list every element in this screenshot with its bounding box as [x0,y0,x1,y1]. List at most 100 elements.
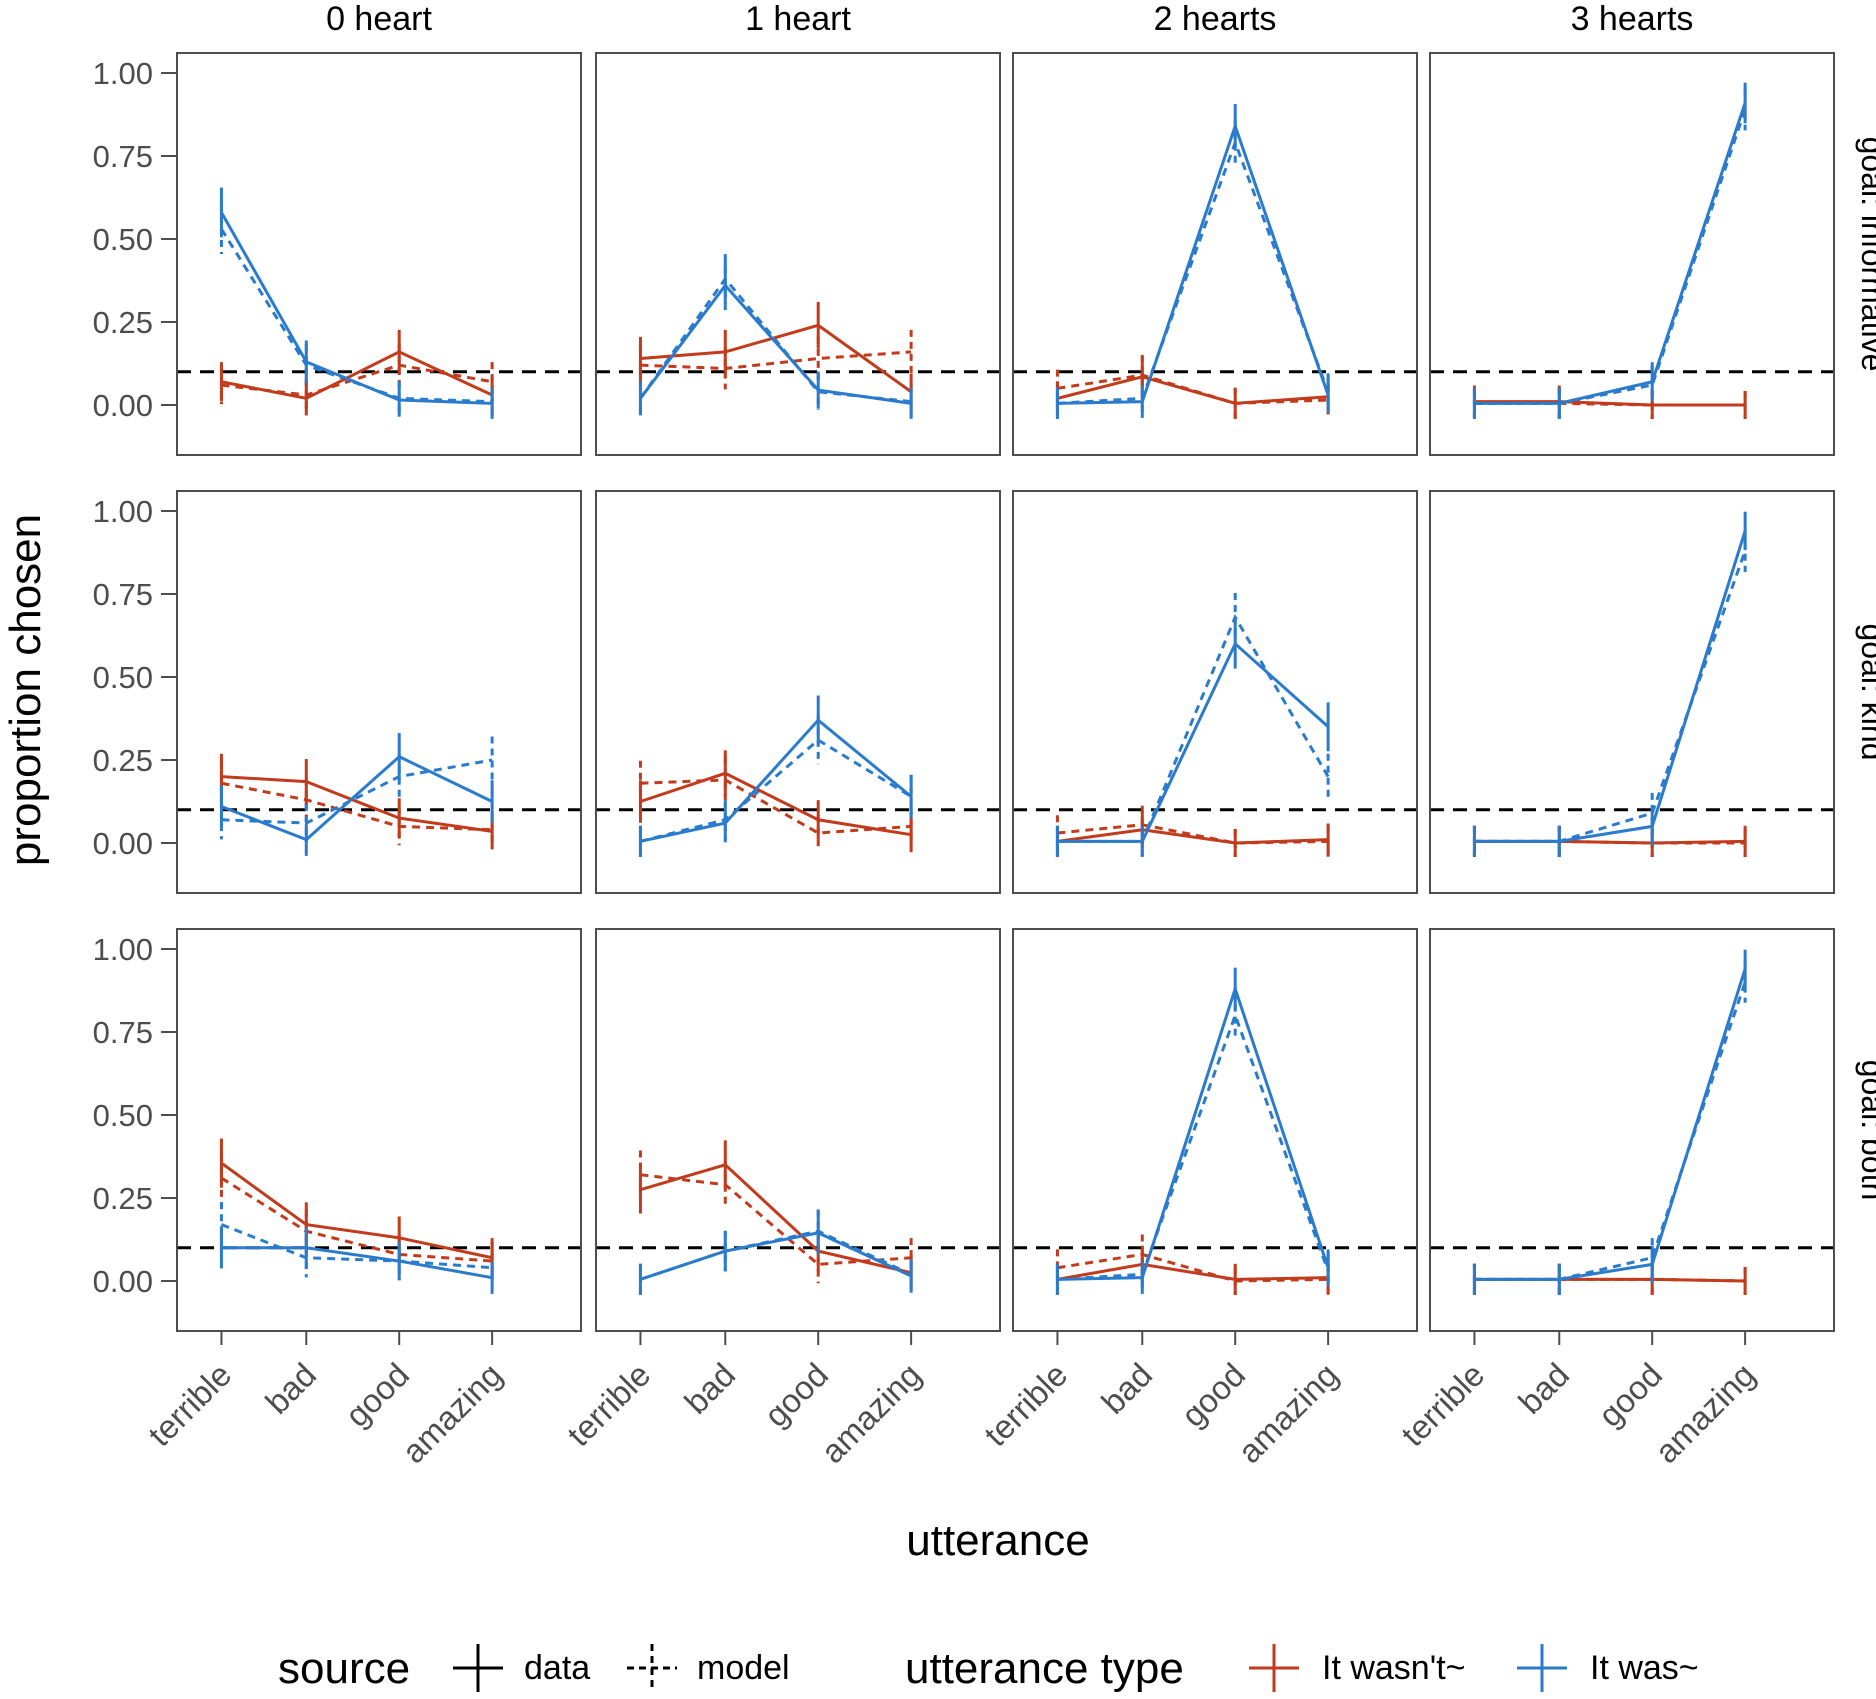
series-data-it-wasnt [1057,375,1329,405]
series-data-it-was [1057,984,1330,1281]
series-data-it-was [1474,968,1747,1281]
panel-goal-kind-1-heart [595,490,1001,894]
y-tick-label: 0.25 [93,1181,153,1216]
series-data-it-was [1474,530,1747,843]
panel-border [1429,928,1835,1332]
panel-goal-informative-1-heart [595,52,1001,456]
series-model-it-wasnt [220,1176,493,1263]
series-data-it-was [1474,102,1747,405]
panel-border [1012,490,1418,894]
panel-border [595,490,1001,894]
x-tick-label: good [338,1356,416,1434]
series-data-it-wasnt [640,1163,912,1275]
x-tick-label: amazing [1231,1356,1345,1470]
series-data-it-was [1057,121,1330,405]
x-tick-label: bad [1511,1356,1576,1421]
series-data-it-wasnt [220,1161,493,1260]
series-data-it-wasnt [1057,828,1329,845]
x-axis-title: utterance [906,1516,1089,1565]
panel-goal-both-3-hearts [1429,928,1835,1332]
series-data-it-was [220,211,493,405]
series-model-it-wasnt [1057,1252,1329,1283]
x-tick-label: good [1591,1356,1669,1434]
legend-label-model: model [697,1649,790,1687]
series-model-it-was [1057,138,1330,405]
panel-goal-kind-3-hearts [1429,490,1835,894]
panel-goal-kind-2-hearts [1012,490,1418,894]
y-tick-label: 1.00 [93,932,153,967]
x-tick-label: terrible [560,1356,657,1453]
y-tick-label: 1.00 [93,494,153,529]
series-data-it-was [639,1231,912,1281]
x-tick-label: amazing [1648,1356,1762,1470]
panel-border [1429,52,1835,456]
panel-goal-kind-0-heart [176,490,582,894]
x-tick-label: good [757,1356,835,1434]
series-data-it-was [640,718,913,843]
series-data-it-was [221,1246,493,1280]
series-model-it-was [220,1223,493,1270]
panel-border [595,928,1001,1332]
panel-border [176,928,582,1332]
series-data-it-was [639,283,912,405]
panel-border [176,490,582,894]
panel-border [176,52,582,456]
panel-border [1429,490,1835,894]
y-tick-label: 1.00 [93,56,153,91]
x-tick-label: bad [258,1356,323,1421]
y-axis-title: proportion chosen [1,514,50,866]
series-data-it-was [220,754,493,842]
series-data-it-wasnt [1474,400,1746,407]
legend-key-it-was [1517,1644,1567,1692]
x-tick-label: good [1174,1356,1252,1434]
y-tick-label: 0.50 [93,660,153,695]
series-model-it-wasnt [221,781,493,832]
x-tick-label: amazing [395,1356,509,1470]
y-tick-label: 0.50 [93,222,153,257]
y-tick-label: 0.00 [93,826,153,861]
x-tick-label: terrible [141,1356,238,1453]
x-tick-label: bad [677,1356,742,1421]
facet-label-1-heart: 1 heart [745,0,851,38]
y-tick-label: 0.00 [93,388,153,423]
series-data-it-wasnt [639,771,912,837]
panel-goal-both-0-heart [176,928,582,1332]
series-model-it-wasnt [640,778,912,835]
panel-goal-both-1-heart [595,928,1001,1332]
y-tick-label: 0.75 [93,139,153,174]
facet-label-3-hearts: 3 hearts [1571,0,1694,38]
legend-source-title: source [278,1644,410,1693]
panel-border [1012,928,1418,1332]
facet-label-0-heart: 0 heart [326,0,432,38]
series-model-it-wasnt [640,350,912,370]
y-tick-label: 0.75 [93,1015,153,1050]
series-model-it-was [1057,1010,1330,1281]
facet-label-goal-informative: goal: informative [1855,137,1876,372]
x-tick-label: terrible [1394,1356,1491,1453]
facet-label-goal-kind: goal: kind [1855,624,1876,761]
legend-type-title: utterance type [905,1644,1184,1693]
legend-label-it-wasnt: It wasn't~ [1322,1649,1466,1687]
series-model-it-wasnt [1057,373,1329,405]
panel-border [1012,52,1418,456]
series-data-it-wasnt [221,350,493,400]
y-tick-label: 0.25 [93,743,153,778]
panel-border [595,52,1001,456]
series-model-it-was [221,758,493,825]
x-tick-label: amazing [814,1356,928,1470]
legend-key-model [627,1644,677,1692]
series-model-it-was [640,738,912,843]
panel-goal-informative-3-hearts [1429,52,1835,456]
y-tick-label: 0.00 [93,1264,153,1299]
facet-label-2-hearts: 2 hearts [1154,0,1277,38]
y-tick-label: 0.25 [93,305,153,340]
x-tick-label: bad [1094,1356,1159,1421]
legend-label-data: data [524,1649,590,1687]
panel-goal-both-2-hearts [1012,928,1418,1332]
y-tick-label: 0.50 [93,1098,153,1133]
legend-key-data [453,1644,503,1692]
panel-goal-informative-2-hearts [1012,52,1418,456]
legend: source data model utterance type It wasn… [278,1644,1699,1693]
